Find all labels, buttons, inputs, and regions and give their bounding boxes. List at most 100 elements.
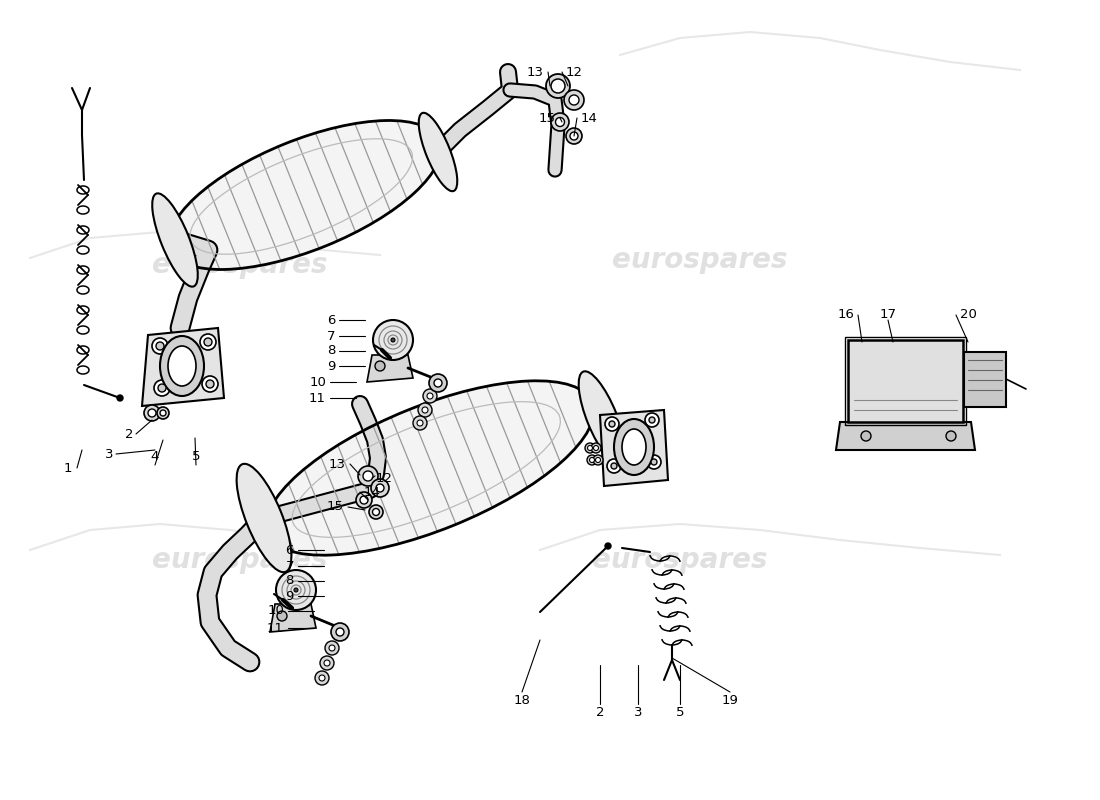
Circle shape [277,611,287,621]
Circle shape [375,361,385,371]
Circle shape [154,380,170,396]
Ellipse shape [168,346,196,386]
Text: 9: 9 [327,359,336,373]
Polygon shape [270,604,316,632]
Circle shape [595,458,601,462]
Circle shape [551,79,565,93]
Text: 12: 12 [566,66,583,78]
Text: 14: 14 [364,486,381,498]
Circle shape [434,379,442,387]
Text: 8: 8 [286,574,294,587]
Circle shape [429,374,447,392]
Bar [964,352,1007,407]
Circle shape [206,380,214,388]
Text: 19: 19 [722,694,738,706]
Circle shape [336,628,344,636]
Bar [845,337,966,425]
Circle shape [587,446,593,450]
Text: 16: 16 [837,309,854,322]
Text: 7: 7 [286,559,294,573]
Text: 5: 5 [675,706,684,718]
Circle shape [373,320,412,360]
Text: 18: 18 [514,694,530,706]
Circle shape [610,463,617,469]
Circle shape [368,505,383,519]
Text: 2: 2 [596,706,604,718]
Circle shape [570,132,578,140]
Text: 14: 14 [581,111,598,125]
Circle shape [160,410,166,416]
Text: 8: 8 [327,345,336,358]
Text: 12: 12 [376,471,393,485]
Ellipse shape [621,429,646,465]
Circle shape [564,90,584,110]
Text: 17: 17 [880,309,896,322]
Circle shape [590,458,594,462]
Text: 15: 15 [327,501,344,514]
Circle shape [591,443,601,453]
Ellipse shape [419,113,458,191]
Circle shape [358,466,378,486]
Circle shape [647,455,661,469]
Circle shape [373,509,380,515]
Text: 11: 11 [309,391,326,405]
Circle shape [556,118,564,126]
Circle shape [585,443,595,453]
Circle shape [427,393,433,399]
Circle shape [605,543,610,549]
Ellipse shape [152,194,198,286]
Circle shape [605,417,619,431]
Circle shape [144,405,159,421]
Circle shape [202,376,218,392]
Text: 6: 6 [327,314,336,326]
Circle shape [607,459,621,473]
Polygon shape [836,422,975,450]
Text: eurospares: eurospares [613,246,788,274]
Circle shape [412,416,427,430]
Circle shape [376,484,384,492]
Circle shape [204,338,212,346]
Circle shape [593,455,603,465]
Text: eurospares: eurospares [152,251,328,279]
Circle shape [319,675,324,681]
Ellipse shape [236,464,292,572]
Circle shape [371,479,389,497]
Circle shape [609,421,615,427]
Polygon shape [600,410,668,486]
Circle shape [294,588,298,592]
Circle shape [566,128,582,144]
Circle shape [649,417,654,423]
Text: 3: 3 [634,706,642,718]
Text: 7: 7 [327,330,336,342]
Circle shape [152,338,168,354]
Circle shape [422,407,428,413]
Text: 13: 13 [527,66,544,78]
Circle shape [356,492,372,508]
Circle shape [276,570,316,610]
Circle shape [418,403,432,417]
Circle shape [363,471,373,481]
Text: 1: 1 [64,462,72,474]
Circle shape [320,656,334,670]
Circle shape [594,446,598,450]
Polygon shape [367,355,412,382]
Text: eurospares: eurospares [592,546,768,574]
Text: 3: 3 [104,447,113,461]
Circle shape [417,420,424,426]
Text: 9: 9 [286,590,294,602]
Ellipse shape [614,419,654,475]
Text: eurospares: eurospares [152,546,328,574]
Circle shape [158,384,166,392]
Circle shape [551,113,569,131]
Circle shape [645,413,659,427]
Text: 5: 5 [191,450,200,463]
Circle shape [546,74,570,98]
Circle shape [861,431,871,441]
Circle shape [587,455,597,465]
Bar [848,340,962,422]
Circle shape [651,459,657,465]
Circle shape [148,409,156,417]
Circle shape [157,407,169,419]
Ellipse shape [169,121,441,270]
Ellipse shape [160,336,204,396]
